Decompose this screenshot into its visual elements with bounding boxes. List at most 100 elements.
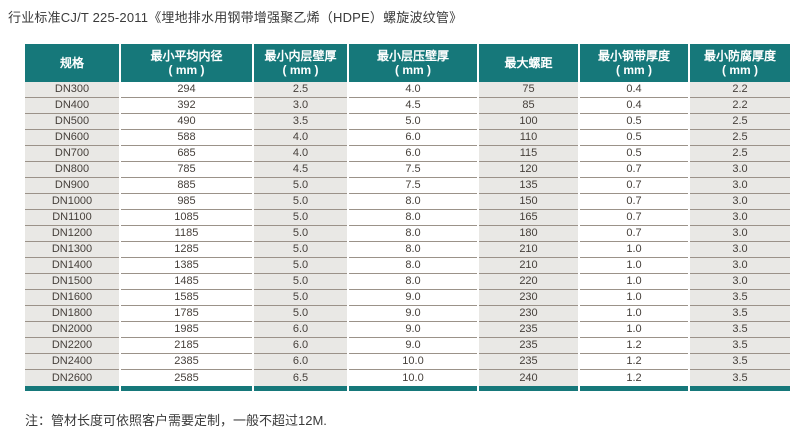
table-cell: 240 bbox=[479, 370, 578, 386]
column-header-label: 最小平均内径 bbox=[150, 49, 223, 63]
table-cell: 3.5 bbox=[690, 370, 790, 386]
table-row: DN400 392 3.0 4.5 85 0.4 2.2 bbox=[25, 98, 790, 114]
table-row: DN2000 1985 6.0 9.0 235 1.0 3.5 bbox=[25, 322, 790, 338]
column-header-unit: ( mm ) bbox=[395, 63, 431, 77]
table-cell: 1.2 bbox=[580, 370, 688, 386]
table-header-row: 规格 最小平均内径( mm ) 最小内层壁厚( mm ) 最小层压壁厚( mm ) 最大… bbox=[25, 44, 790, 82]
table-cell: 4.0 bbox=[349, 82, 477, 98]
table-cell: DN500 bbox=[25, 114, 119, 130]
table-cell: 9.0 bbox=[349, 322, 477, 338]
table-cell: 3.0 bbox=[254, 98, 347, 114]
table-cell: 5.0 bbox=[254, 306, 347, 322]
table-cell: 10.0 bbox=[349, 354, 477, 370]
table-cell: 1.0 bbox=[580, 322, 688, 338]
table-cell: 120 bbox=[479, 162, 578, 178]
table-cell: 1785 bbox=[121, 306, 252, 322]
table-cell: 210 bbox=[479, 258, 578, 274]
table-cell: 3.0 bbox=[690, 258, 790, 274]
table-cell: 230 bbox=[479, 290, 578, 306]
column-header: 最小内层壁厚( mm ) bbox=[254, 44, 347, 82]
table-cell: 1.2 bbox=[580, 338, 688, 354]
column-header-unit: ( mm ) bbox=[722, 63, 758, 77]
table-row: DN300 294 2.5 4.0 75 0.4 2.2 bbox=[25, 82, 790, 98]
table-cell: 3.5 bbox=[690, 354, 790, 370]
footer-bar-segment bbox=[121, 386, 252, 391]
table-row: DN2200 2185 6.0 9.0 235 1.2 3.5 bbox=[25, 338, 790, 354]
table-cell: 165 bbox=[479, 210, 578, 226]
table-cell: 0.7 bbox=[580, 162, 688, 178]
table-cell: 5.0 bbox=[254, 242, 347, 258]
column-header-label: 最小层压壁厚 bbox=[376, 49, 449, 63]
table-cell: 3.0 bbox=[690, 178, 790, 194]
table-cell: 235 bbox=[479, 322, 578, 338]
table-row: DN1400 1385 5.0 8.0 210 1.0 3.0 bbox=[25, 258, 790, 274]
table-cell: 2.5 bbox=[690, 114, 790, 130]
table-body: DN300 294 2.5 4.0 75 0.4 2.2 DN400 392 3.0 4.5 85 0.… bbox=[25, 82, 790, 386]
column-header: 最小平均内径( mm ) bbox=[121, 44, 252, 82]
table-cell: 294 bbox=[121, 82, 252, 98]
page-title: 行业标准CJ/T 225-2011《埋地排水用钢带增强聚乙烯（HDPE）螺旋波纹… bbox=[8, 10, 463, 25]
table-cell: DN1000 bbox=[25, 194, 119, 210]
column-header-label: 最大螺距 bbox=[504, 56, 553, 70]
table-cell: DN800 bbox=[25, 162, 119, 178]
footer-bar-segment bbox=[254, 386, 347, 391]
table-cell: 4.0 bbox=[254, 146, 347, 162]
table-cell: DN2200 bbox=[25, 338, 119, 354]
table-cell: 0.7 bbox=[580, 194, 688, 210]
table-row: DN1300 1285 5.0 8.0 210 1.0 3.0 bbox=[25, 242, 790, 258]
table-cell: 2.5 bbox=[690, 146, 790, 162]
table-cell: 100 bbox=[479, 114, 578, 130]
column-header-label: 最小防腐厚度 bbox=[703, 49, 776, 63]
table-cell: 5.0 bbox=[254, 226, 347, 242]
table-cell: 3.5 bbox=[690, 290, 790, 306]
table-cell: 8.0 bbox=[349, 258, 477, 274]
table-cell: 985 bbox=[121, 194, 252, 210]
table-cell: 8.0 bbox=[349, 210, 477, 226]
column-header: 最大螺距 bbox=[479, 44, 578, 82]
table-cell: 0.7 bbox=[580, 226, 688, 242]
table-cell: 210 bbox=[479, 242, 578, 258]
table-cell: 235 bbox=[479, 354, 578, 370]
table-cell: 5.0 bbox=[254, 290, 347, 306]
table-cell: 9.0 bbox=[349, 338, 477, 354]
table-cell: DN2000 bbox=[25, 322, 119, 338]
table-cell: 1.2 bbox=[580, 354, 688, 370]
table-cell: 1.0 bbox=[580, 258, 688, 274]
table-cell: 1.0 bbox=[580, 242, 688, 258]
table-cell: 588 bbox=[121, 130, 252, 146]
table-row: DN2600 2585 6.5 10.0 240 1.2 3.5 bbox=[25, 370, 790, 386]
table-cell: 0.5 bbox=[580, 146, 688, 162]
table-cell: 235 bbox=[479, 338, 578, 354]
table-row: DN1200 1185 5.0 8.0 180 0.7 3.0 bbox=[25, 226, 790, 242]
footnote: 注：管材长度可依照客户需要定制，一般不超过12M. bbox=[25, 413, 327, 428]
table-cell: 1185 bbox=[121, 226, 252, 242]
table-cell: 5.0 bbox=[254, 274, 347, 290]
table-cell: 1.0 bbox=[580, 306, 688, 322]
table-cell: 3.0 bbox=[690, 210, 790, 226]
table-cell: 0.4 bbox=[580, 98, 688, 114]
table-cell: DN1600 bbox=[25, 290, 119, 306]
column-header-unit: ( mm ) bbox=[282, 63, 319, 77]
table-cell: 1285 bbox=[121, 242, 252, 258]
table-row: DN1000 985 5.0 8.0 150 0.7 3.0 bbox=[25, 194, 790, 210]
table-cell: DN2600 bbox=[25, 370, 119, 386]
footer-bar-segment bbox=[690, 386, 790, 391]
table-cell: 3.0 bbox=[690, 162, 790, 178]
table-row: DN900 885 5.0 7.5 135 0.7 3.0 bbox=[25, 178, 790, 194]
table-header: 规格 最小平均内径( mm ) 最小内层壁厚( mm ) 最小层压壁厚( mm ) 最大… bbox=[25, 44, 790, 82]
table-cell: 0.4 bbox=[580, 82, 688, 98]
column-header-unit: ( mm ) bbox=[616, 63, 652, 77]
table-cell: 4.5 bbox=[254, 162, 347, 178]
table-cell: 6.0 bbox=[254, 338, 347, 354]
table-cell: 1585 bbox=[121, 290, 252, 306]
table-row: DN700 685 4.0 6.0 115 0.5 2.5 bbox=[25, 146, 790, 162]
table-footer-bar bbox=[25, 386, 790, 391]
table-row: DN500 490 3.5 5.0 100 0.5 2.5 bbox=[25, 114, 790, 130]
table-cell: 7.5 bbox=[349, 162, 477, 178]
table-cell: 3.5 bbox=[690, 322, 790, 338]
table-cell: 1.0 bbox=[580, 290, 688, 306]
table-cell: 490 bbox=[121, 114, 252, 130]
table-cell: 0.5 bbox=[580, 114, 688, 130]
table-cell: 2.5 bbox=[254, 82, 347, 98]
table-cell: 6.0 bbox=[349, 130, 477, 146]
